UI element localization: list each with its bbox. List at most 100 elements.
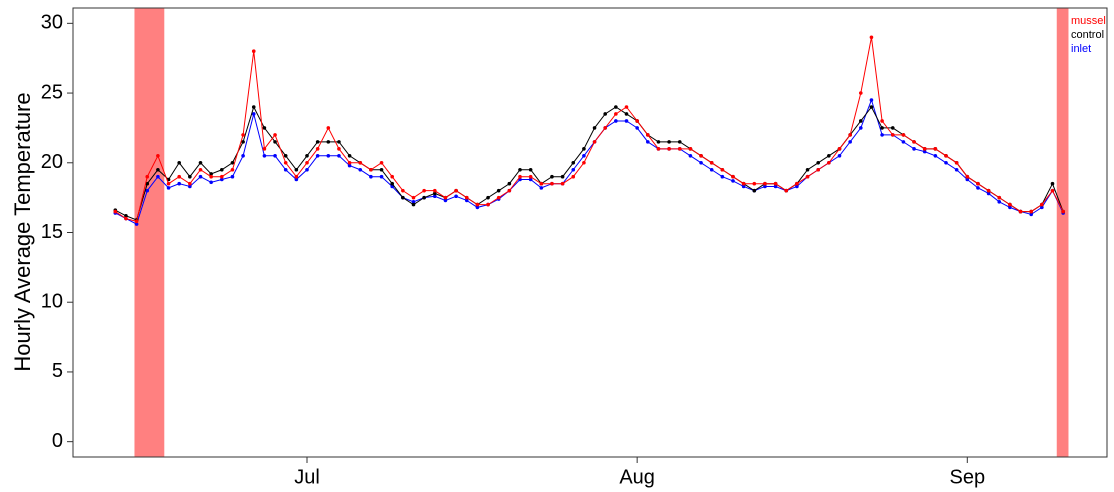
y-axis-label: Hourly Average Temperature — [10, 92, 35, 371]
y-tick-label: 15 — [41, 221, 63, 243]
data-point — [209, 172, 213, 176]
data-point — [763, 181, 767, 186]
data-point — [688, 147, 693, 151]
data-point — [251, 112, 256, 116]
data-point — [805, 174, 810, 179]
data-point — [944, 160, 948, 165]
x-tick-label: Aug — [619, 466, 655, 488]
data-point — [220, 174, 224, 179]
data-point — [944, 154, 948, 158]
data-point — [486, 195, 490, 200]
data-point — [582, 154, 586, 158]
data-point — [369, 167, 373, 172]
data-point — [1050, 181, 1055, 186]
data-point — [315, 154, 320, 158]
data-point — [528, 174, 533, 179]
data-point — [411, 200, 416, 204]
data-point — [880, 126, 884, 130]
data-point — [614, 105, 618, 109]
data-point — [720, 167, 725, 172]
data-point — [582, 160, 586, 165]
data-point — [337, 154, 341, 158]
data-point — [603, 126, 607, 130]
data-point — [358, 167, 363, 172]
data-point — [859, 119, 863, 123]
data-point — [156, 174, 160, 179]
data-point — [241, 140, 245, 144]
data-point — [401, 195, 405, 200]
data-point — [188, 174, 192, 179]
data-point — [305, 160, 309, 165]
y-tick-label: 0 — [52, 430, 63, 452]
data-point — [571, 160, 576, 165]
data-point — [124, 213, 128, 218]
data-point — [422, 188, 426, 193]
data-point — [880, 119, 884, 123]
data-point — [1040, 205, 1044, 210]
series-line — [115, 98, 1064, 225]
legend-entry: mussel — [1071, 15, 1106, 27]
data-point — [390, 181, 395, 186]
data-point — [251, 49, 256, 54]
data-point — [464, 198, 469, 203]
data-point — [188, 181, 192, 186]
data-point — [496, 188, 501, 193]
data-point — [518, 174, 522, 179]
data-point — [454, 188, 458, 193]
data-point — [976, 186, 980, 190]
data-point — [507, 188, 512, 193]
data-point — [241, 154, 245, 158]
data-point — [624, 105, 629, 109]
data-point — [592, 126, 597, 130]
data-point — [922, 149, 927, 154]
data-point — [262, 126, 267, 130]
series-line — [115, 105, 1064, 221]
data-point — [869, 98, 874, 102]
data-point — [550, 181, 554, 186]
data-point — [166, 186, 171, 190]
data-point — [347, 160, 352, 165]
data-point — [933, 147, 938, 151]
data-point — [124, 216, 128, 221]
data-point — [763, 184, 767, 189]
data-point — [273, 140, 277, 144]
data-point — [326, 140, 331, 144]
data-point — [656, 147, 661, 151]
data-point — [454, 194, 458, 199]
data-point — [315, 147, 320, 151]
data-point — [635, 119, 639, 123]
data-point — [869, 105, 874, 109]
data-point — [859, 91, 863, 95]
data-point — [816, 160, 820, 165]
data-point — [571, 174, 576, 179]
data-point — [411, 202, 416, 207]
data-point — [741, 181, 746, 186]
data-point — [795, 184, 799, 189]
data-point — [528, 177, 533, 182]
y-tick-label: 20 — [41, 151, 63, 173]
data-point — [433, 191, 437, 196]
data-point — [230, 174, 235, 179]
data-point — [837, 147, 842, 151]
highlight-span — [134, 8, 165, 457]
data-point — [273, 133, 277, 137]
data-point — [326, 154, 331, 158]
data-point — [688, 154, 693, 158]
data-point — [795, 181, 799, 186]
data-point — [507, 181, 512, 186]
data-point — [379, 167, 384, 172]
data-point — [134, 219, 139, 224]
data-point — [358, 160, 363, 165]
data-point — [560, 181, 565, 186]
data-point — [667, 140, 671, 144]
series-line — [115, 37, 1064, 222]
data-point — [624, 119, 629, 123]
series — [113, 98, 1065, 226]
data-point — [741, 184, 746, 189]
data-point — [209, 180, 213, 185]
data-point — [773, 184, 778, 189]
data-point — [220, 177, 224, 182]
data-point — [177, 181, 181, 186]
data-point — [752, 188, 757, 193]
data-point — [720, 174, 725, 179]
